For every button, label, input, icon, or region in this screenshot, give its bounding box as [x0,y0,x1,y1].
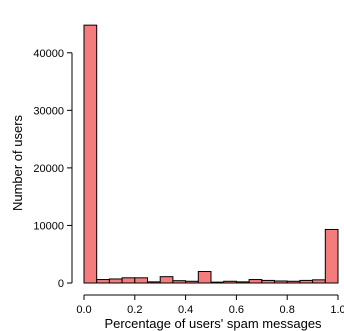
y-tick-label: 0 [58,278,64,290]
histogram-bar [312,279,326,284]
histogram-bar [108,278,123,284]
x-axis: 0.0 0.2 0.4 0.6 0.8 1.0 [76,294,344,316]
histogram-bar [147,281,161,284]
x-tick-label: 0.0 [76,304,91,316]
histogram-bar [172,280,187,284]
histogram-bar [261,279,275,284]
histogram-bar [223,280,237,284]
histogram-bar [197,270,212,284]
x-tick-label: 0.4 [178,304,193,316]
histogram-bar [235,281,250,284]
histogram-bar [324,228,339,284]
histogram-bar [159,276,174,284]
y-tick-label: 20000 [33,163,64,175]
histogram-bar [274,280,288,284]
histogram-bar [299,279,314,284]
x-tick-label: 1.0 [330,304,344,316]
y-axis-title: Number of users [10,114,25,211]
x-tick-label: 0.6 [229,304,244,316]
histogram-bar [96,279,110,284]
x-axis-title: Percentage of users' spam messages [104,316,322,331]
x-tick-label: 0.8 [280,304,295,316]
histogram-bar [286,280,301,284]
histogram-bar [83,24,98,284]
histogram-bar [121,277,136,284]
y-tick-label: 40000 [33,48,64,60]
y-tick-label: 10000 [33,220,64,232]
histogram-bar [248,279,263,284]
histogram-bar [134,277,149,284]
x-tick-label: 0.2 [127,304,142,316]
histogram-bar [185,280,199,284]
y-tick-label: 30000 [33,105,64,117]
histogram-bars [83,24,339,284]
y-axis: 0 10000 20000 30000 40000 [33,48,73,290]
histogram-bar [210,281,225,284]
